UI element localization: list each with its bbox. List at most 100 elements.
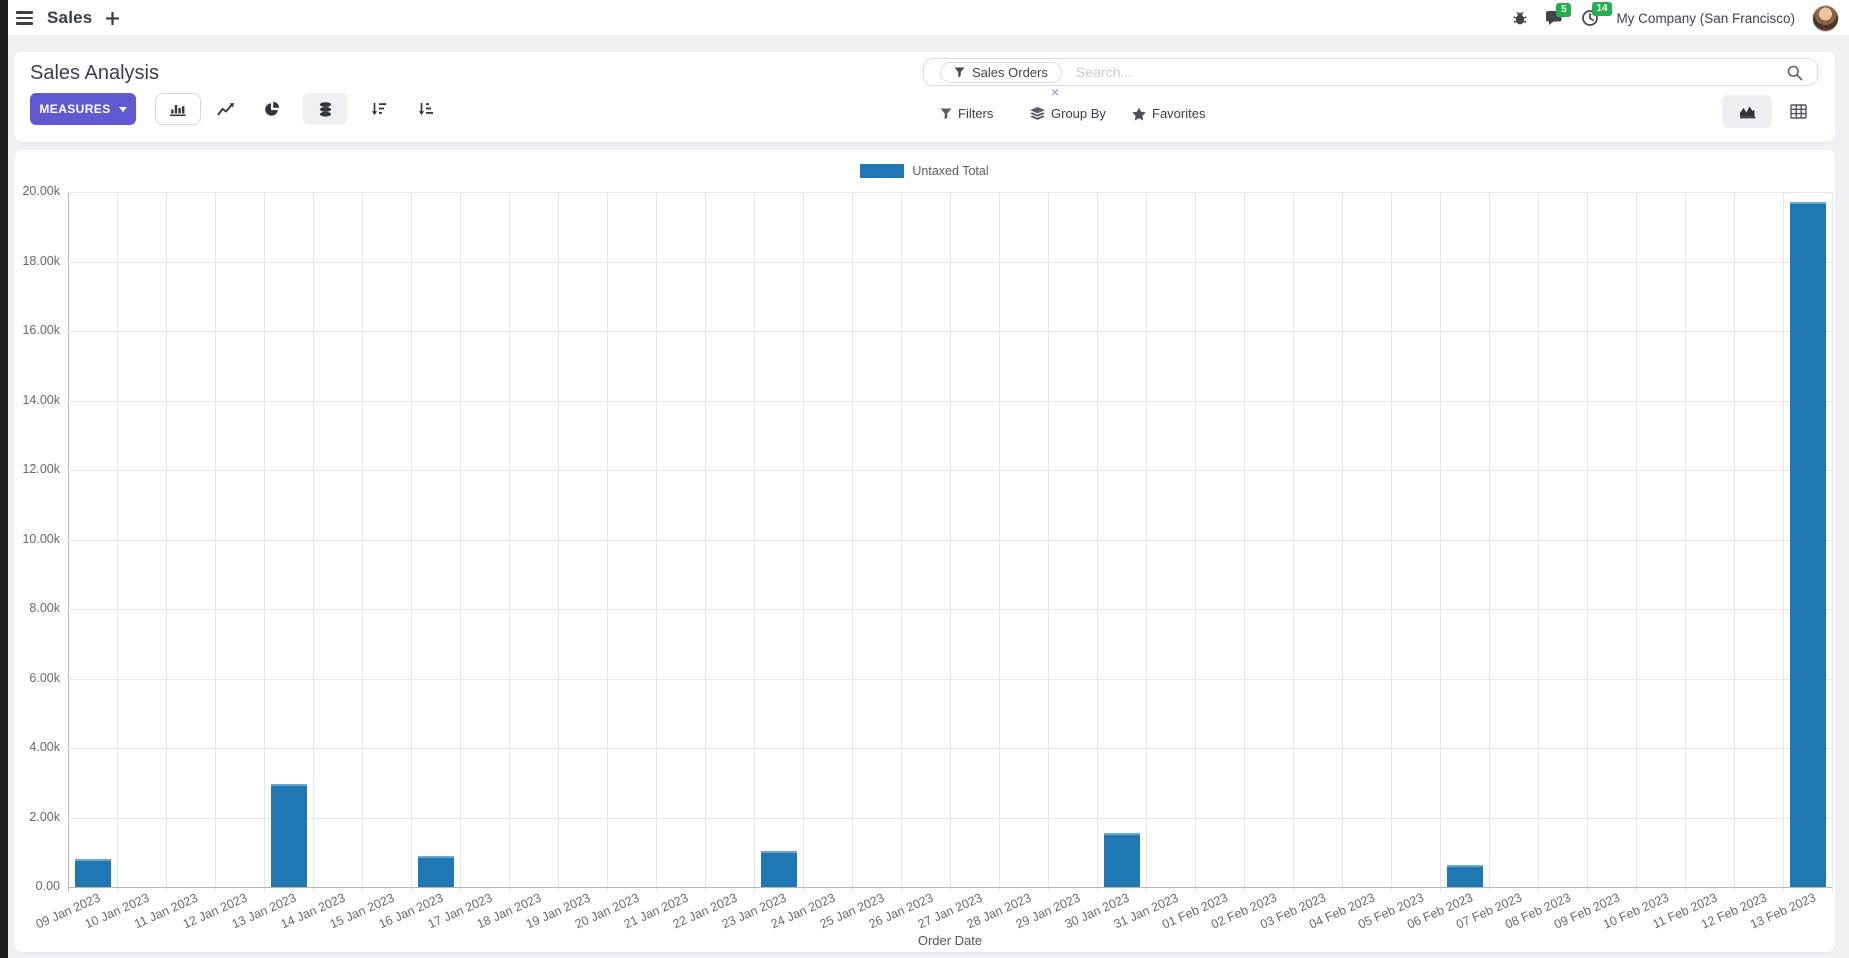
v-gridline	[166, 192, 167, 892]
search-facet-sales-orders[interactable]: Sales Orders	[940, 62, 1062, 83]
v-gridline	[117, 192, 118, 892]
legend-swatch[interactable]	[860, 164, 905, 178]
sort-ascending-icon	[418, 103, 433, 115]
v-gridline	[999, 192, 1000, 892]
chart-legend: Untaxed Total	[14, 164, 1835, 178]
facet-remove-icon[interactable]: ×	[1051, 84, 1060, 100]
group-by-menu-button[interactable]: Group By	[1030, 106, 1106, 121]
v-gridline	[1195, 192, 1196, 892]
y-axis-tick-label: 16.00k	[22, 323, 60, 337]
activities-clock-icon[interactable]: 14	[1581, 2, 1612, 27]
search-placeholder: Search...	[1076, 64, 1133, 80]
sort-descending-icon	[371, 103, 386, 115]
measures-label: MEASURES	[39, 102, 111, 116]
bar-16-jan-2023[interactable]	[417, 855, 454, 887]
y-axis-tick-label: 6.00k	[29, 670, 60, 685]
bar-30-jan-2023[interactable]	[1103, 833, 1140, 887]
bar-13-feb-2023[interactable]	[1789, 202, 1826, 887]
apps-menu-icon[interactable]	[16, 11, 33, 25]
stacked-database-icon	[319, 101, 331, 117]
v-gridline	[1783, 192, 1784, 892]
bar-chart-mode-button[interactable]	[155, 93, 201, 125]
app-title[interactable]: Sales	[47, 8, 93, 27]
h-gridline	[68, 887, 1832, 888]
v-gridline	[1293, 192, 1294, 892]
nav-left: Sales	[16, 0, 120, 36]
graph-view-icon	[1739, 106, 1755, 119]
v-gridline	[754, 192, 755, 892]
y-axis-tick-label: 12.00k	[22, 462, 60, 476]
v-gridline	[264, 192, 265, 892]
company-switcher[interactable]: My Company (San Francisco)	[1616, 10, 1795, 26]
pivot-view-icon	[1789, 104, 1807, 119]
search-bar[interactable]: Sales Orders Search...	[923, 58, 1818, 86]
h-gridline	[68, 609, 1832, 610]
v-gridline	[362, 192, 363, 892]
pie-chart-mode-button[interactable]	[252, 93, 292, 125]
favorites-label: Favorites	[1152, 106, 1206, 121]
v-gridline	[803, 192, 804, 892]
left-edge-strip	[0, 0, 8, 958]
y-axis-tick-label: 18.00k	[22, 253, 60, 268]
h-gridline	[68, 470, 1832, 471]
v-gridline	[1440, 192, 1441, 892]
y-axis-tick-label: 2.00k	[29, 809, 60, 824]
line-chart-mode-button[interactable]	[206, 93, 246, 125]
x-axis-title: Order Date	[917, 933, 983, 948]
v-gridline	[1342, 192, 1343, 892]
measures-button[interactable]: MEASURES	[30, 93, 136, 125]
v-gridline	[1097, 192, 1098, 892]
page-title: Sales Analysis	[30, 62, 159, 84]
v-gridline	[215, 192, 216, 892]
control-panel: Sales Analysis MEASURES	[14, 52, 1835, 142]
bar-13-jan-2023[interactable]	[270, 784, 307, 887]
chart-card: Untaxed Total Order Date 0.00 2.00k 4.00k 6…	[14, 150, 1835, 952]
v-gridline	[950, 192, 951, 892]
debug-bug-icon[interactable]	[1512, 10, 1528, 26]
user-avatar[interactable]	[1812, 4, 1839, 32]
bar-06-feb-2023[interactable]	[1446, 864, 1483, 887]
h-gridline	[68, 539, 1832, 541]
v-gridline	[852, 192, 853, 892]
v-gridline	[460, 192, 461, 892]
v-gridline	[1391, 192, 1392, 892]
plot-area	[68, 192, 1833, 892]
h-gridline	[68, 192, 1832, 193]
chevron-down-icon	[118, 106, 127, 112]
graph-view-button[interactable]	[1722, 95, 1772, 128]
bar-chart-icon	[170, 104, 186, 116]
y-axis-tick-label: 14.00k	[22, 392, 60, 407]
v-gridline	[1244, 192, 1245, 892]
group-by-layers-icon	[1030, 107, 1045, 120]
v-gridline	[1048, 192, 1049, 892]
legend-label[interactable]: Untaxed Total	[912, 164, 989, 178]
search-icon[interactable]	[1787, 65, 1803, 81]
favorites-star-icon	[1132, 106, 1146, 120]
pivot-view-button[interactable]	[1776, 95, 1820, 128]
sort-descending-button[interactable]	[358, 93, 398, 125]
v-gridline	[1146, 192, 1147, 892]
stacked-mode-button[interactable]	[303, 93, 347, 125]
v-gridline	[901, 192, 902, 892]
v-gridline	[313, 192, 314, 892]
bar-23-jan-2023[interactable]	[760, 850, 797, 887]
h-gridline	[68, 261, 1832, 263]
filters-menu-button[interactable]: Filters	[940, 106, 993, 121]
y-axis-tick-label: 8.00k	[29, 601, 60, 615]
v-gridline	[1538, 192, 1539, 892]
y-axis-tick-label: 20.00k	[22, 184, 60, 198]
v-gridline	[68, 192, 69, 892]
messages-badge: 5	[1556, 2, 1572, 17]
messages-icon[interactable]: 5	[1545, 2, 1572, 27]
bar-09-jan-2023[interactable]	[74, 859, 111, 887]
facet-label: Sales Orders	[972, 65, 1048, 80]
filter-funnel-icon	[954, 67, 965, 78]
nav-right: 5 14 My Company (San Francisco)	[1512, 0, 1839, 36]
v-gridline	[705, 192, 706, 892]
plus-icon[interactable]	[106, 11, 120, 25]
pie-chart-icon	[265, 101, 280, 116]
v-gridline	[1587, 192, 1588, 892]
favorites-menu-button[interactable]: Favorites	[1132, 106, 1205, 121]
v-gridline	[1636, 192, 1637, 892]
sort-ascending-button[interactable]	[405, 93, 445, 125]
